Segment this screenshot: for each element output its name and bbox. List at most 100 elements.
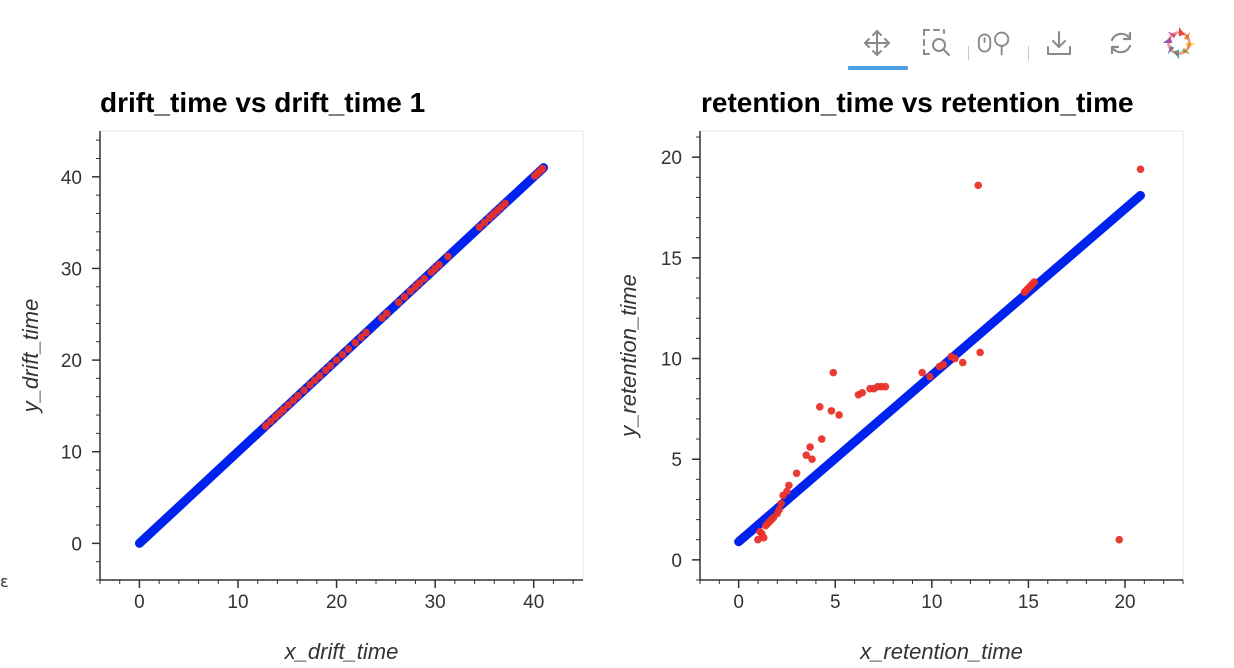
red-data-point xyxy=(332,356,341,364)
x-tick-label: 5 xyxy=(830,592,841,613)
red-data-point xyxy=(806,443,814,451)
red-data-point xyxy=(829,368,838,377)
wheel-zoom-tool-button[interactable] xyxy=(976,24,1014,62)
y-tick-label: 40 xyxy=(61,168,82,189)
red-data-point xyxy=(261,422,270,430)
x-tick-label: 10 xyxy=(227,592,248,613)
box-zoom-tool-button[interactable] xyxy=(918,24,956,62)
x-tick-label: 0 xyxy=(134,592,145,613)
red-data-point xyxy=(400,293,409,301)
y-tick-label: 20 xyxy=(61,351,82,372)
plot-area xyxy=(734,165,1145,547)
red-data-point xyxy=(958,358,967,367)
red-data-point xyxy=(926,372,934,381)
y-axis-label: y_drift_time xyxy=(18,299,43,415)
red-data-point xyxy=(777,499,785,508)
red-data-point xyxy=(775,505,784,514)
y-tick-label: 5 xyxy=(671,450,682,471)
red-data-point xyxy=(357,333,366,341)
red-data-point xyxy=(344,345,353,353)
red-data-point xyxy=(351,338,360,347)
toolbar-separator xyxy=(968,46,969,60)
chart-2: retention_time vs retention_time 0 5 10 15 20… xyxy=(616,87,1184,664)
y-axis-label: y_retention_time xyxy=(616,274,641,439)
x-tick-label: 0 xyxy=(733,592,744,613)
red-data-point xyxy=(415,279,424,287)
red-data-point xyxy=(785,481,793,490)
red-data-point xyxy=(321,366,330,374)
red-data-point xyxy=(406,287,415,296)
x-axis-label: x_retention_time xyxy=(859,639,1023,664)
red-data-point xyxy=(918,368,926,377)
refresh-icon xyxy=(1110,31,1132,55)
red-data-point xyxy=(394,298,403,307)
move-arrows-icon xyxy=(864,30,890,56)
red-data-point xyxy=(300,386,308,395)
bokeh-logo-icon xyxy=(1162,26,1196,60)
red-data-point xyxy=(817,435,826,443)
red-data-point xyxy=(835,411,843,419)
red-data-point xyxy=(306,381,314,389)
x-axis-label: x_drift_time xyxy=(284,639,399,664)
red-data-point xyxy=(266,417,275,426)
box-zoom-icon xyxy=(923,29,950,56)
y-tick-label: 30 xyxy=(61,259,82,280)
save-tool-button[interactable] xyxy=(1040,24,1078,62)
red-data-point xyxy=(362,328,370,337)
red-data-point xyxy=(435,260,443,269)
x-tick-label: 40 xyxy=(523,592,544,613)
toolbar xyxy=(840,14,1220,72)
red-data-point xyxy=(808,455,816,463)
pan-tool-button[interactable] xyxy=(858,24,896,62)
y-tick-label: 10 xyxy=(661,350,682,371)
y-tick-label: 20 xyxy=(661,148,682,169)
red-data-point xyxy=(338,350,347,359)
red-data-point xyxy=(378,314,386,322)
red-data-point xyxy=(759,533,768,542)
red-data-point xyxy=(827,407,836,415)
x-tick-label: 20 xyxy=(326,592,347,613)
y-tick-label: 10 xyxy=(61,443,82,464)
x-tick-label: 30 xyxy=(425,592,446,613)
y-tick-label: 0 xyxy=(671,551,682,572)
red-data-point xyxy=(420,274,429,283)
red-data-point xyxy=(792,469,801,478)
y-tick-label: 15 xyxy=(661,249,682,270)
plot-area xyxy=(134,163,549,548)
red-data-point xyxy=(1030,278,1039,286)
x-tick-label: 10 xyxy=(921,592,942,613)
chart-title: drift_time vs drift_time 1 xyxy=(100,87,425,118)
red-data-point xyxy=(326,361,335,370)
left-edge-glyph: ɛ xyxy=(0,572,9,591)
red-data-point xyxy=(538,164,547,173)
red-data-point xyxy=(311,376,319,385)
red-data-point xyxy=(858,388,867,397)
x-tick-label: 20 xyxy=(1114,592,1135,613)
red-data-point xyxy=(951,354,959,363)
red-data-point xyxy=(1115,535,1124,544)
red-data-point xyxy=(1136,165,1145,174)
chart-1: drift_time vs drift_time 1 0 10 20 30 40 0 10 20… xyxy=(18,87,584,664)
x-tick-label: 15 xyxy=(1018,592,1039,613)
red-data-point xyxy=(501,199,509,208)
red-data-point xyxy=(475,223,484,232)
red-data-point xyxy=(881,382,890,391)
red-data-point xyxy=(754,535,762,544)
red-data-point xyxy=(316,371,324,380)
active-tool-indicator xyxy=(848,66,908,70)
bokeh-logo-button[interactable] xyxy=(1160,24,1198,62)
y-tick-label: 0 xyxy=(71,534,82,555)
red-data-point xyxy=(279,405,288,414)
red-data-point xyxy=(815,403,824,411)
red-data-point xyxy=(289,396,298,405)
red-data-point xyxy=(802,451,811,459)
reset-tool-button[interactable] xyxy=(1102,24,1140,62)
red-data-point xyxy=(480,218,489,227)
wheel-zoom-icon xyxy=(977,31,1010,56)
red-data-point xyxy=(383,309,391,318)
toolbar-separator xyxy=(1028,46,1029,60)
chart-title: retention_time vs retention_time xyxy=(701,87,1134,118)
red-data-point xyxy=(939,360,948,369)
red-data-point xyxy=(976,348,984,357)
